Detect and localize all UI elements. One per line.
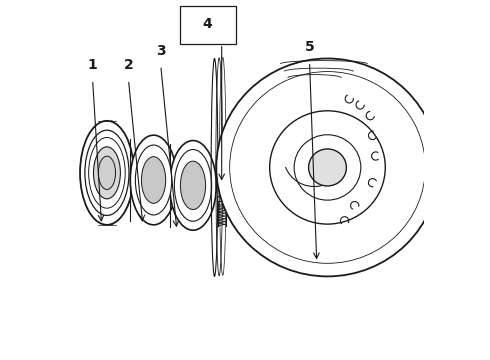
Ellipse shape — [257, 203, 261, 211]
Ellipse shape — [294, 135, 361, 200]
Ellipse shape — [98, 156, 116, 189]
Ellipse shape — [142, 157, 166, 203]
Ellipse shape — [94, 147, 121, 199]
Bar — [180, 6, 236, 44]
Text: 3: 3 — [156, 44, 166, 58]
Ellipse shape — [216, 59, 439, 276]
Ellipse shape — [153, 136, 164, 224]
Ellipse shape — [243, 203, 247, 211]
Text: 1: 1 — [88, 58, 98, 72]
Ellipse shape — [80, 121, 134, 225]
Ellipse shape — [250, 143, 254, 151]
Ellipse shape — [193, 142, 203, 229]
Ellipse shape — [239, 166, 243, 174]
Ellipse shape — [135, 145, 172, 215]
Text: 5: 5 — [305, 40, 315, 54]
Ellipse shape — [85, 130, 129, 216]
Text: 4: 4 — [202, 17, 212, 31]
Bar — [218, 197, 226, 201]
Ellipse shape — [309, 149, 346, 186]
Ellipse shape — [89, 138, 125, 208]
Ellipse shape — [223, 125, 282, 235]
Ellipse shape — [196, 156, 201, 215]
Ellipse shape — [130, 135, 177, 225]
Ellipse shape — [244, 163, 261, 197]
Ellipse shape — [229, 135, 276, 225]
Ellipse shape — [170, 140, 216, 230]
Ellipse shape — [174, 149, 212, 221]
Text: 2: 2 — [123, 58, 133, 72]
Ellipse shape — [239, 154, 266, 206]
Ellipse shape — [155, 148, 162, 212]
Ellipse shape — [180, 161, 206, 210]
Ellipse shape — [270, 111, 385, 224]
Ellipse shape — [262, 166, 266, 174]
